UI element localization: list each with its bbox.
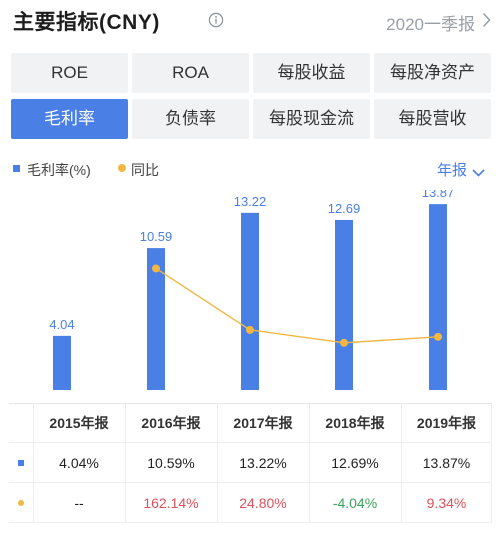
legend-line-swatch (118, 164, 126, 172)
tab-roa[interactable]: ROA (132, 53, 249, 93)
gross-margin-chart: 4.04 10.59 13.22 12.69 13.87 (49, 190, 455, 390)
table-header-cell: 2019年报 (416, 415, 477, 431)
bar-value-label: 13.87 (422, 190, 455, 200)
tab-eps[interactable]: 每股收益 (253, 53, 370, 93)
bar-value-label: 10.59 (140, 229, 173, 244)
bar (147, 248, 165, 390)
table-cell: 4.04% (59, 454, 99, 471)
tab-bvps[interactable]: 每股净资产 (374, 53, 491, 93)
header: 主要指标(CNY) 2020一季报 (13, 4, 491, 34)
chevron-right-icon[interactable] (482, 12, 491, 33)
bar-value-label: 12.69 (328, 201, 361, 216)
chevron-down-icon[interactable] (472, 164, 485, 180)
yoy-point (152, 264, 160, 273)
report-period-selector[interactable]: 2020一季报 (386, 15, 475, 34)
legend-bar-swatch (13, 165, 20, 172)
table-header-cell: 2015年报 (49, 415, 109, 431)
tab-gross-margin[interactable]: 毛利率 (11, 99, 128, 139)
table-header-cell: 2017年报 (233, 415, 293, 431)
tab-debt-ratio[interactable]: 负债率 (132, 99, 249, 139)
row-marker (9, 443, 33, 482)
legend-series2-label: 同比 (131, 162, 159, 178)
table-header-cell: 2018年报 (325, 415, 385, 431)
tab-cashflow-per-share[interactable]: 每股现金流 (253, 99, 370, 139)
bar (53, 335, 71, 390)
table-cell: 13.22% (239, 454, 287, 471)
bar (335, 219, 353, 390)
row-marker (9, 483, 33, 522)
table-cell: 12.69% (331, 454, 379, 471)
table-divider (491, 404, 492, 523)
yoy-point (340, 338, 348, 347)
yoy-point (246, 325, 254, 334)
table-cell: 162.14% (143, 494, 199, 511)
chart-legend: 毛利率(%) 同比 年报 (13, 158, 493, 180)
table-cell: -4.04% (332, 494, 378, 511)
table-cell: -- (74, 494, 84, 511)
table-divider (401, 404, 402, 523)
table-row-yoy: -- 162.14% 24.80% -4.04% 9.34% (9, 483, 492, 523)
table-divider (33, 404, 34, 523)
bar (241, 212, 259, 390)
frequency-selector[interactable]: 年报 (436, 162, 467, 179)
bar (429, 204, 447, 390)
data-table: 2015年报 2016年报 2017年报 2018年报 2019年报 4.04%… (9, 403, 492, 523)
yoy-point (434, 332, 442, 341)
legend-series1-label: 毛利率(%) (27, 162, 91, 178)
table-cell: 13.87% (422, 454, 471, 471)
page-title: 主要指标(CNY) (13, 11, 160, 34)
table-divider (217, 404, 218, 523)
table-cell: 24.80% (239, 494, 287, 511)
info-icon[interactable] (208, 12, 224, 33)
table-divider (309, 404, 310, 523)
tab-revenue-per-share[interactable]: 每股营收 (374, 99, 491, 139)
bar-series-marker (18, 459, 24, 466)
table-row-gross-margin: 4.04% 10.59% 13.22% 12.69% 13.87% (9, 443, 492, 483)
bar-value-label: 13.22 (234, 194, 267, 209)
bar-value-label: 4.04 (49, 317, 74, 332)
table-cell: 10.59% (147, 454, 195, 471)
line-series-marker (18, 499, 24, 506)
table-header-cell: 2016年报 (141, 415, 201, 431)
table-cell: 9.34% (426, 494, 467, 511)
tab-roe[interactable]: ROE (11, 53, 128, 93)
table-header-row: 2015年报 2016年报 2017年报 2018年报 2019年报 (9, 404, 492, 443)
yoy-line (155, 267, 439, 344)
table-corner-cell (9, 404, 33, 442)
table-divider (125, 404, 126, 523)
